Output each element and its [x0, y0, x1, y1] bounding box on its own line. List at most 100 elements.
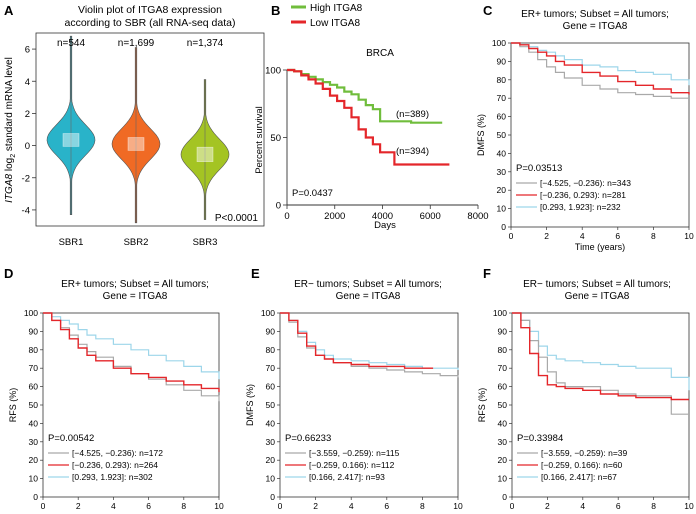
- km-legend-label: [−4.525, −0.236): n=343: [540, 178, 631, 188]
- km-p-value: P=0.66233: [285, 433, 331, 444]
- km-legend-label: [−0.259, 0.166): n=112: [309, 460, 395, 470]
- survival-x-tick-label: 2000: [324, 211, 345, 222]
- km-legend-label: [−3.559, −0.259): n=39: [541, 448, 628, 458]
- km-x-tick-label: 4: [580, 231, 585, 241]
- km-legend-label: [−4.525, −0.236): n=172: [72, 448, 163, 458]
- violin-category-label: SBR1: [59, 237, 84, 248]
- violin-y-axis-label: ITGA8 log2 standard mRNA level: [4, 57, 17, 203]
- survival-x-tick-label: 4000: [372, 211, 393, 222]
- km-y-tick-label: 70: [29, 363, 39, 373]
- km-legend-label: [0.166, 2.417]: n=93: [309, 472, 385, 482]
- km-x-tick-label: 8: [651, 231, 656, 241]
- km-y-axis-label: DMFS (%): [245, 384, 255, 426]
- violin-p-value: P<0.0001: [215, 213, 259, 224]
- violin-y-tick-label: 6: [25, 45, 30, 56]
- panel-letter-d: D: [4, 266, 13, 281]
- violin-iqr-box: [196, 146, 214, 162]
- panel-letter-f: F: [483, 266, 491, 281]
- panel-c: C ER+ tumors; Subset = All tumors;Gene =…: [476, 3, 694, 252]
- km-y-tick-label: 40: [266, 418, 276, 428]
- km-title-line: ER− tumors; Subset = All tumors;: [294, 279, 442, 290]
- km-x-tick-label: 6: [384, 501, 389, 509]
- km-legend-label: [−0.236, 0.293): n=281: [540, 190, 626, 200]
- panel-e: E ER− tumors; Subset = All tumors;Gene =…: [245, 266, 463, 514]
- km-x-tick-label: 10: [684, 501, 694, 509]
- violin-y-tick-label: 4: [25, 77, 30, 88]
- survival-y-tick-label: 0: [276, 201, 281, 212]
- km-title-line: ER+ tumors; Subset = All tumors;: [61, 279, 209, 290]
- km-y-tick-label: 60: [29, 382, 39, 392]
- km-x-tick-label: 10: [684, 231, 694, 241]
- violin-series: n=544 SBR1 n=1,699 SBR2 n=1,374 SBR3: [46, 35, 230, 248]
- km-y-tick-label: 80: [266, 345, 276, 355]
- km-y-tick-label: 30: [497, 167, 507, 177]
- km-title-line: Gene = ITGA8: [103, 291, 168, 302]
- km-x-tick-label: 8: [181, 501, 186, 509]
- km-y-tick-label: 80: [498, 345, 508, 355]
- violin-y-tick-label: 2: [25, 109, 30, 120]
- km-x-tick-label: 8: [651, 501, 656, 509]
- km-y-tick-label: 90: [266, 326, 276, 336]
- km-x-tick-label: 4: [349, 501, 354, 509]
- km-y-tick-label: 20: [266, 455, 276, 465]
- km-x-tick-label: 0: [509, 231, 514, 241]
- km-y-tick-label: 100: [24, 308, 38, 318]
- low-itga8-curve: [287, 68, 450, 166]
- panel-d: D ER+ tumors; Subset = All tumors;Gene =…: [4, 266, 224, 514]
- km-x-tick-label: 2: [544, 231, 549, 241]
- violin-title-line2: according to SBR (all RNA-seq data): [65, 17, 236, 29]
- panel-letter-c: C: [483, 3, 493, 18]
- km-curve-blue: [43, 312, 220, 380]
- panel-letter-a: A: [4, 3, 14, 18]
- km-x-tick-label: 8: [420, 501, 425, 509]
- km-legend-label: [−3.559, −0.259): n=115: [309, 448, 400, 458]
- km-y-axis-label: RFS (%): [477, 388, 487, 423]
- km-y-tick-label: 70: [497, 93, 507, 103]
- km-p-value: P=0.00542: [48, 433, 94, 444]
- km-y-tick-label: 50: [497, 130, 507, 140]
- km-y-tick-label: 20: [498, 455, 508, 465]
- km-title-line: ER− tumors; Subset = All tumors;: [523, 279, 671, 290]
- violin-count-label: n=1,374: [187, 38, 224, 49]
- panel-letter-e: E: [251, 266, 260, 281]
- km-curve-red: [280, 312, 434, 369]
- km-legend-label: [0.293, 1.923]: n=232: [540, 202, 621, 212]
- km-y-tick-label: 80: [29, 345, 39, 355]
- km-y-tick-label: 20: [29, 455, 39, 465]
- km-x-tick-label: 4: [580, 501, 585, 509]
- km-x-tick-label: 6: [146, 501, 151, 509]
- km-curve-blue: [512, 312, 690, 391]
- km-y-tick-label: 90: [498, 326, 508, 336]
- km-title-line: Gene = ITGA8: [565, 291, 630, 302]
- km-curve-blue: [511, 42, 690, 86]
- km-x-tick-label: 10: [214, 501, 224, 509]
- panel-f: F ER− tumors; Subset = All tumors;Gene =…: [477, 266, 694, 514]
- km-legend-label: [0.293, 1.923]: n=302: [72, 472, 153, 482]
- km-y-tick-label: 30: [266, 437, 276, 447]
- violin-plot-frame: [35, 32, 265, 227]
- km-y-axis-label: RFS (%): [8, 388, 18, 423]
- km-y-tick-label: 30: [29, 437, 39, 447]
- km-y-tick-label: 0: [270, 492, 275, 502]
- survival-axes: 0 50 100 0 2000 4000 6000 8000: [265, 66, 488, 223]
- km-y-tick-label: 90: [497, 56, 507, 66]
- km-y-tick-label: 40: [497, 148, 507, 158]
- km-x-axis-label: Time (years): [575, 242, 625, 252]
- survival-x-tick-label: 6000: [420, 211, 441, 222]
- km-y-tick-label: 80: [497, 75, 507, 85]
- km-y-tick-label: 40: [29, 418, 39, 428]
- km-curve-red: [511, 42, 690, 95]
- survival-chart-title: BRCA: [366, 48, 394, 59]
- low-itga8-count-label: (n=394): [396, 146, 429, 157]
- km-y-tick-label: 50: [498, 400, 508, 410]
- km-p-value: P=0.03513: [516, 163, 562, 174]
- km-title-line: Gene = ITGA8: [336, 291, 401, 302]
- survival-x-tick-label: 0: [284, 211, 289, 222]
- km-y-tick-label: 70: [498, 363, 508, 373]
- km-x-tick-label: 0: [41, 501, 46, 509]
- violin-y-axis: -4 -2 0 2 4 6: [22, 45, 36, 216]
- km-x-tick-label: 6: [616, 501, 621, 509]
- panel-b: B High ITGA8 Low ITGA8 BRCA Percent surv…: [254, 3, 489, 231]
- km-y-tick-label: 70: [266, 363, 276, 373]
- km-y-tick-label: 0: [501, 222, 506, 232]
